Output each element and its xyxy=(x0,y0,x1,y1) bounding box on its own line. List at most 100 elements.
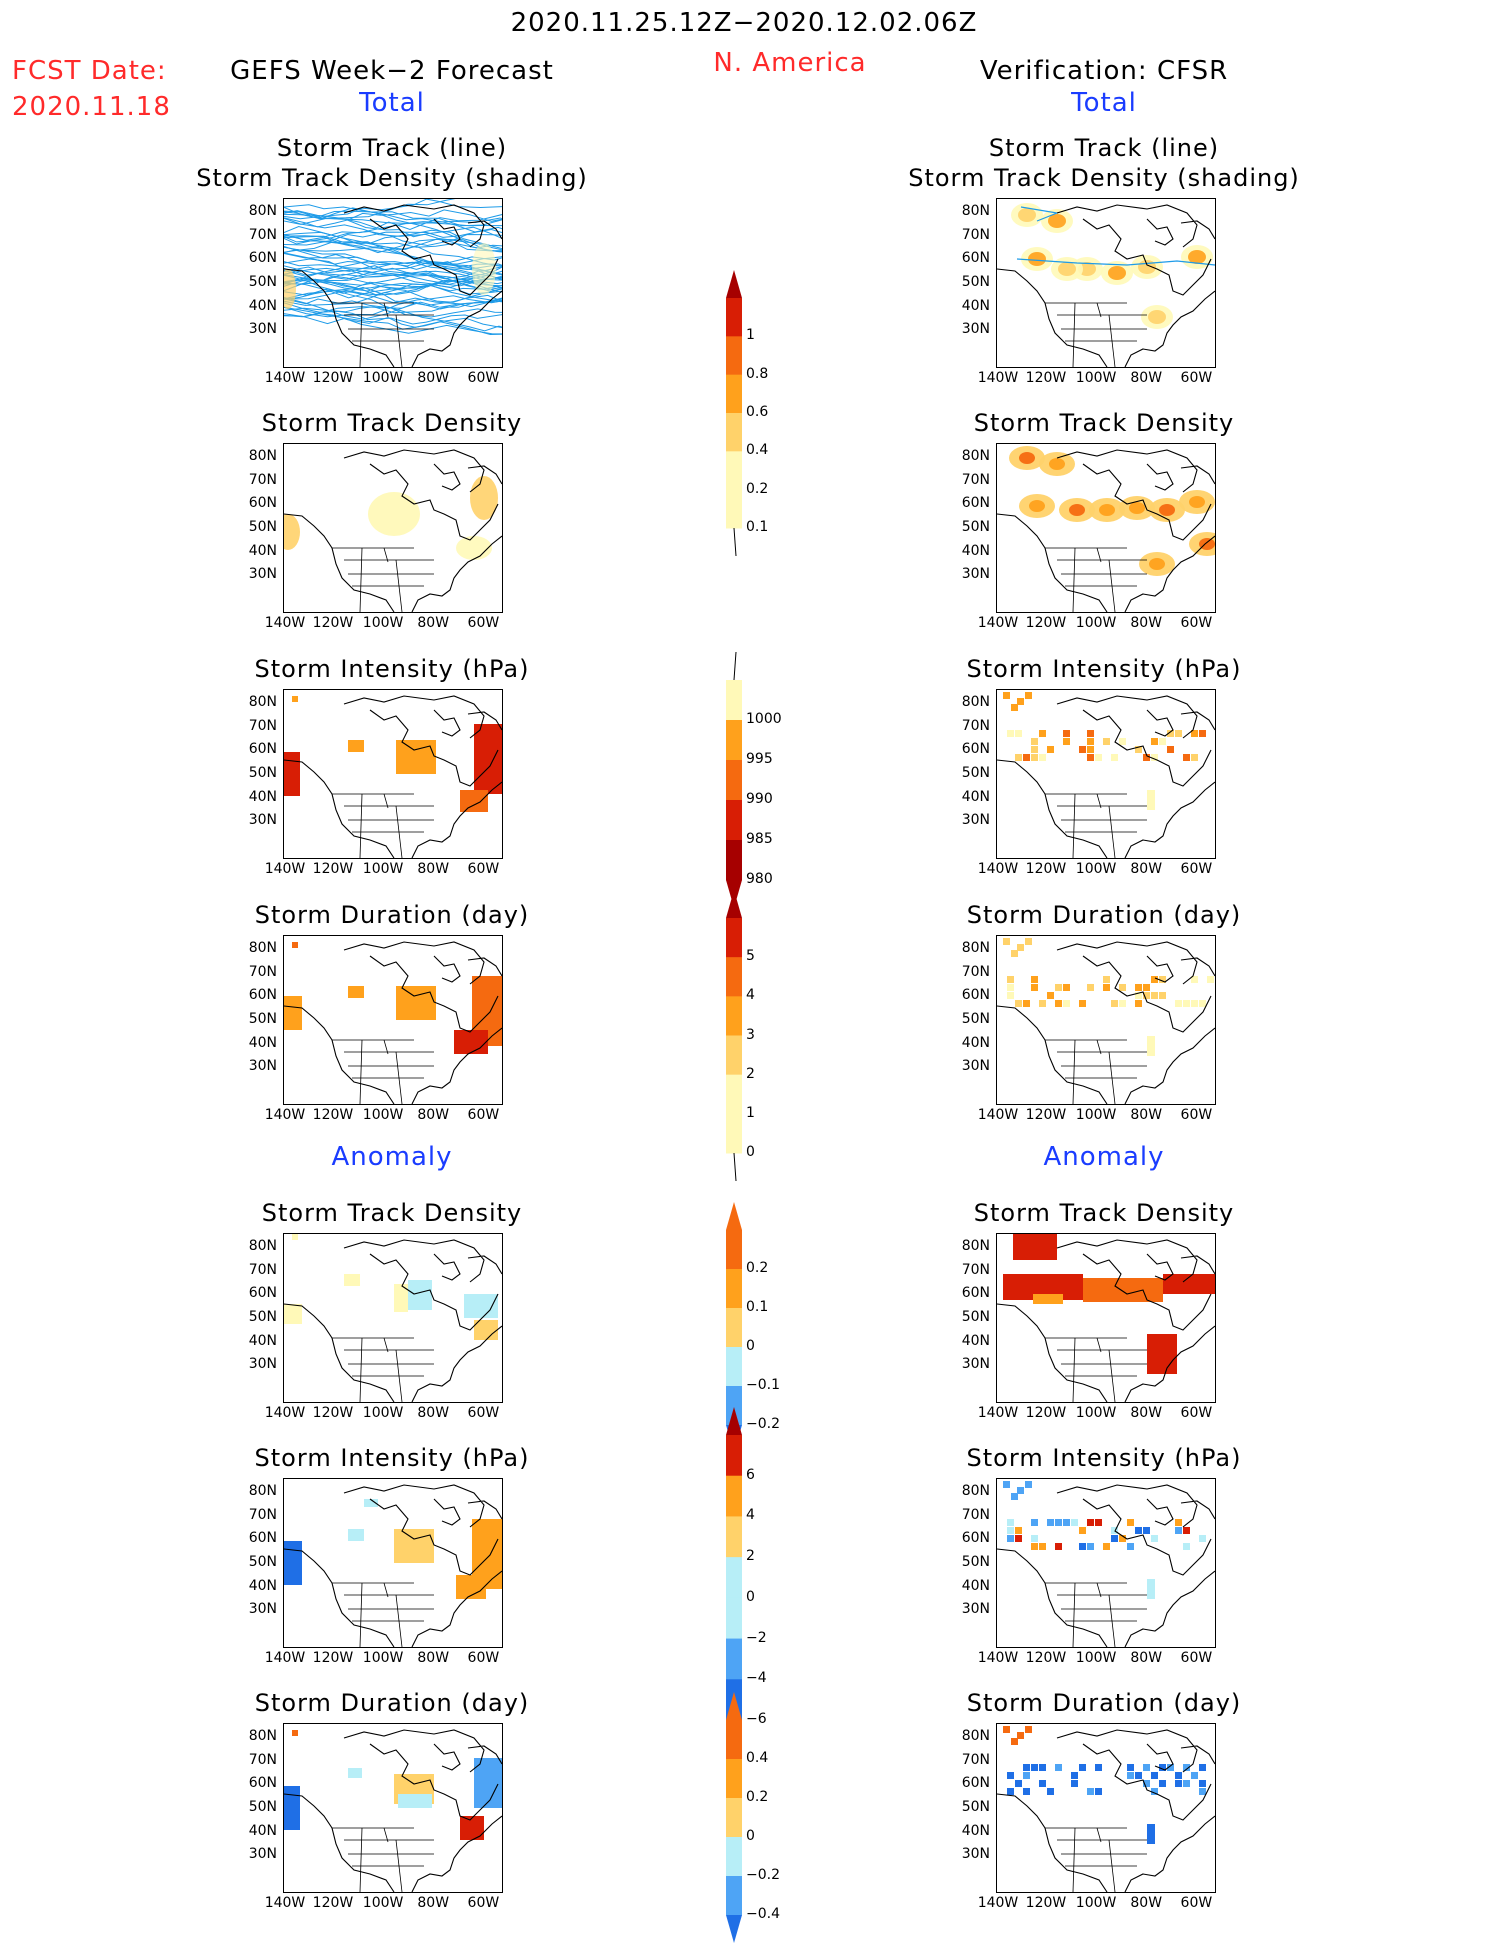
left-total-label: Total xyxy=(359,88,425,118)
storm-track-line xyxy=(284,284,502,306)
heatmap-cell xyxy=(1055,1000,1062,1007)
colorbar-tick-label: 0.1 xyxy=(746,1299,769,1315)
colorbar-segment xyxy=(726,1638,742,1680)
heatmap-cell xyxy=(1063,984,1070,991)
heatmap-cell xyxy=(1207,976,1214,983)
lon-tick-label: 60W xyxy=(1180,615,1213,631)
heatmap-cell xyxy=(1119,1535,1126,1542)
lon-tick-label: 120W xyxy=(312,615,354,631)
heatmap-cell xyxy=(1151,976,1158,983)
colorbar-arrow xyxy=(726,1202,742,1230)
lat-tick-label: 40N xyxy=(248,1822,277,1839)
density-blob xyxy=(1078,262,1096,276)
colorbar-segment xyxy=(726,336,742,376)
heatmap-cell xyxy=(1191,754,1198,761)
colorbar-segment xyxy=(726,1597,742,1640)
state-borders xyxy=(332,1582,434,1647)
heatmap-cell xyxy=(1087,738,1094,745)
lat-tick-label: 80N xyxy=(248,1238,277,1255)
heatmap-cell xyxy=(1055,984,1062,991)
heatmap-cell xyxy=(394,1284,408,1312)
colorbar-segment xyxy=(726,1035,742,1076)
heatmap-cell xyxy=(1079,746,1086,753)
lon-tick-label: 120W xyxy=(312,1650,354,1666)
colorbar-tick-label: 4 xyxy=(746,1507,755,1524)
heatmap-cell xyxy=(1023,1772,1030,1779)
heatmap-cell xyxy=(1003,1481,1010,1488)
heatmap-cell xyxy=(1079,1764,1086,1771)
heatmap-cell xyxy=(1071,1519,1078,1526)
lon-tick-label: 80W xyxy=(1130,1650,1163,1666)
coastline xyxy=(284,1484,502,1647)
heatmap-cell xyxy=(1183,754,1190,761)
colorbar-segment xyxy=(726,489,742,529)
colorbar-segment xyxy=(726,374,742,414)
lon-tick-label: 60W xyxy=(467,861,500,877)
lon-tick-label: 100W xyxy=(362,1405,404,1421)
heatmap-cell xyxy=(394,1529,434,1563)
lon-tick-label: 120W xyxy=(1025,615,1067,631)
heatmap-cell xyxy=(1047,1788,1054,1795)
lat-tick-label: 50N xyxy=(248,1554,277,1570)
colorbar-segment xyxy=(726,918,742,958)
lat-tick-label: 30N xyxy=(248,1356,277,1373)
lon-tick-label: 120W xyxy=(312,1405,354,1421)
heatmap-cell xyxy=(1079,1000,1086,1007)
heatmap-cell xyxy=(1159,1780,1166,1787)
fcst-date-label: FCST Date: xyxy=(12,56,167,86)
heatmap-cell xyxy=(1135,1000,1142,1007)
lat-tick-label: 30N xyxy=(248,1058,277,1075)
heatmap-cell xyxy=(1079,1527,1086,1534)
panel-title: Storm Track Density xyxy=(973,409,1235,437)
coastline xyxy=(997,1729,1215,1892)
colorbar-segment xyxy=(726,1516,742,1558)
lat-tick-label: 40N xyxy=(248,1577,277,1594)
heatmap-cell xyxy=(1191,976,1198,983)
lat-tick-label: 70N xyxy=(961,471,990,488)
colorbar-tick-label: 0.2 xyxy=(746,1260,769,1276)
storm-track-line xyxy=(1016,258,1215,266)
heatmap-cell xyxy=(1191,1000,1198,1007)
heatmap-cell xyxy=(1175,1519,1182,1526)
storm-track-line xyxy=(284,270,502,291)
colorbar-tick-label: 0.4 xyxy=(746,1750,769,1766)
lon-tick-label: 140W xyxy=(264,1650,306,1666)
heatmap-cell xyxy=(454,1030,488,1054)
colorbar-arrow xyxy=(726,890,742,918)
lat-tick-label: 40N xyxy=(961,788,990,805)
panel-title: Storm Duration (day) xyxy=(254,1689,530,1717)
heatmap-cell xyxy=(1015,1000,1022,1007)
colorbar-arrow xyxy=(726,1692,742,1720)
colorbar-segment xyxy=(726,720,742,761)
lat-tick-label: 70N xyxy=(961,1261,990,1278)
colorbar-segment xyxy=(726,1435,742,1477)
lat-tick-label: 70N xyxy=(248,1506,277,1523)
heatmap-cell xyxy=(1143,1780,1150,1787)
region-title: N. America xyxy=(713,48,867,78)
storm-track-line xyxy=(284,246,502,265)
storm-track-line xyxy=(284,236,502,254)
state-borders xyxy=(332,302,434,367)
heatmap-cell xyxy=(1183,1527,1190,1534)
lon-tick-label: 120W xyxy=(1025,1895,1067,1911)
heatmap-cell xyxy=(474,724,502,794)
heatmap-cell xyxy=(1007,1527,1014,1534)
lon-tick-label: 120W xyxy=(312,1107,354,1123)
lon-tick-label: 140W xyxy=(977,1107,1019,1123)
right-column-title: Verification: CFSR xyxy=(979,56,1229,86)
map-plot-area xyxy=(283,1723,503,1893)
map-plot-area xyxy=(283,198,503,368)
heatmap-cell xyxy=(1147,1334,1177,1374)
heatmap-cell xyxy=(284,996,302,1030)
heatmap-cell xyxy=(1033,1294,1063,1304)
colorbar-arrow xyxy=(726,270,742,298)
heatmap-cell xyxy=(474,1758,502,1808)
density-blob xyxy=(284,269,296,309)
lon-tick-label: 60W xyxy=(467,615,500,631)
colorbar-tick-label: 0 xyxy=(746,1144,755,1160)
heatmap-cell xyxy=(1111,754,1118,761)
colorbar-tick-label: 1 xyxy=(746,1104,755,1121)
heatmap-cell xyxy=(1025,938,1032,945)
heatmap-cell xyxy=(1039,730,1046,737)
heatmap-cell xyxy=(408,1280,432,1310)
